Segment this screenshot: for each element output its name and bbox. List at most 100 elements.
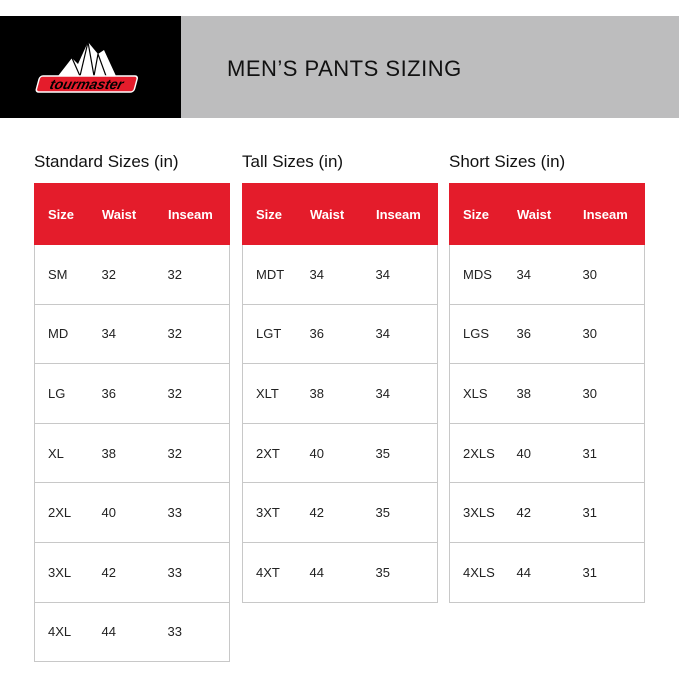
table-cell: 40 bbox=[309, 422, 376, 484]
table-cell: MDS bbox=[449, 244, 517, 305]
table-cell: XLS bbox=[449, 363, 517, 424]
table-cell: XL bbox=[34, 422, 102, 484]
header-row: Size Waist Inseam bbox=[242, 183, 438, 245]
column-header: Size bbox=[34, 183, 102, 245]
tall-sizes-section: Tall Sizes (in) Size Waist Inseam MDT 34 34 LG… bbox=[242, 150, 438, 603]
table-row: 3XL 42 33 bbox=[34, 541, 230, 603]
standard-sizes-table: Size Waist Inseam SM 32 32 MD 34 32 LG 36 32 XL 38 32 2… bbox=[34, 183, 230, 663]
table-cell: 3XL bbox=[34, 541, 102, 603]
column-header: Size bbox=[242, 183, 310, 245]
table-row: 2XT 40 35 bbox=[242, 422, 438, 484]
table-cell: SM bbox=[34, 244, 102, 305]
table-cell: 4XL bbox=[34, 601, 102, 663]
table-cell: 36 bbox=[309, 303, 376, 365]
table-cell: 3XLS bbox=[449, 482, 517, 543]
table-cell: 30 bbox=[582, 244, 645, 305]
column-header: Waist bbox=[309, 183, 376, 245]
table-cell: 34 bbox=[516, 244, 583, 305]
table-cell: 34 bbox=[375, 244, 438, 305]
header-banner: tourmaster MEN’S PANTS SIZING bbox=[0, 16, 679, 118]
table-cell: LG bbox=[34, 363, 102, 424]
page-title: MEN’S PANTS SIZING bbox=[227, 56, 462, 81]
table-cell: 35 bbox=[375, 482, 438, 543]
table-cell: LGT bbox=[242, 303, 310, 365]
tall-sizes-table: Size Waist Inseam MDT 34 34 LGT 36 34 XLT 38 34 2XT 4… bbox=[242, 183, 438, 603]
table-cell: 36 bbox=[101, 363, 168, 424]
table-cell: 2XT bbox=[242, 422, 310, 484]
column-header: Inseam bbox=[582, 183, 645, 245]
table-cell: 32 bbox=[167, 244, 230, 305]
title-area: MEN’S PANTS SIZING bbox=[181, 16, 679, 118]
table-row: 3XLS 42 31 bbox=[449, 482, 645, 543]
table-row: 2XLS 40 31 bbox=[449, 422, 645, 484]
table-cell: 2XL bbox=[34, 482, 102, 543]
table-cell: 33 bbox=[167, 541, 230, 603]
table-row: 4XT 44 35 bbox=[242, 541, 438, 603]
table-cell: 42 bbox=[309, 482, 376, 543]
table-row: LGT 36 34 bbox=[242, 303, 438, 365]
table-cell: 3XT bbox=[242, 482, 310, 543]
table-cell: 4XT bbox=[242, 541, 310, 603]
column-header: Size bbox=[449, 183, 517, 245]
header-row: Size Waist Inseam bbox=[449, 183, 645, 245]
table-cell: 35 bbox=[375, 422, 438, 484]
short-sizes-section: Short Sizes (in) Size Waist Inseam MDS 34 30 L… bbox=[449, 150, 645, 603]
table-cell: 34 bbox=[101, 303, 168, 365]
table-cell: MD bbox=[34, 303, 102, 365]
table-cell: LGS bbox=[449, 303, 517, 365]
column-header: Inseam bbox=[375, 183, 438, 245]
table-cell: 33 bbox=[167, 482, 230, 543]
table-row: XLS 38 30 bbox=[449, 363, 645, 424]
table-cell: 38 bbox=[309, 363, 376, 424]
section-title: Tall Sizes (in) bbox=[242, 152, 344, 171]
table-cell: 34 bbox=[375, 363, 438, 424]
table-cell: 40 bbox=[516, 422, 583, 484]
table-cell: 35 bbox=[375, 541, 438, 603]
mountain-logo-icon: tourmaster bbox=[35, 41, 139, 93]
table-row: XLT 38 34 bbox=[242, 363, 438, 424]
table-cell: 44 bbox=[309, 541, 376, 603]
table-cell: 31 bbox=[582, 482, 645, 543]
short-sizes-table: Size Waist Inseam MDS 34 30 LGS 36 30 XLS 38 30 2XLS… bbox=[449, 183, 645, 603]
table-row: SM 32 32 bbox=[34, 244, 230, 305]
table-row: 3XT 42 35 bbox=[242, 482, 438, 543]
table-cell: 32 bbox=[167, 422, 230, 484]
section-title: Standard Sizes (in) bbox=[34, 152, 179, 171]
table-cell: 33 bbox=[167, 601, 230, 663]
column-header: Inseam bbox=[167, 183, 230, 245]
table-cell: 42 bbox=[516, 482, 583, 543]
table-cell: 30 bbox=[582, 363, 645, 424]
standard-sizes-section: Standard Sizes (in) Size Waist Inseam SM 32 3… bbox=[34, 150, 230, 663]
column-header: Waist bbox=[516, 183, 583, 245]
table-cell: 34 bbox=[375, 303, 438, 365]
table-cell: 36 bbox=[516, 303, 583, 365]
section-title: Short Sizes (in) bbox=[449, 152, 566, 171]
table-cell: 34 bbox=[309, 244, 376, 305]
table-cell: 44 bbox=[101, 601, 168, 663]
table-cell: 40 bbox=[101, 482, 168, 543]
table-row: LG 36 32 bbox=[34, 363, 230, 424]
table-cell: 4XLS bbox=[449, 541, 517, 603]
svg-text:tourmaster: tourmaster bbox=[48, 77, 127, 93]
table-cell: 38 bbox=[101, 422, 168, 484]
table-cell: 2XLS bbox=[449, 422, 517, 484]
table-cell: 44 bbox=[516, 541, 583, 603]
table-row: MDS 34 30 bbox=[449, 244, 645, 305]
table-cell: MDT bbox=[242, 244, 310, 305]
column-header: Waist bbox=[101, 183, 168, 245]
brand-logo: tourmaster bbox=[0, 16, 181, 118]
table-cell: 31 bbox=[582, 541, 645, 603]
table-row: 2XL 40 33 bbox=[34, 482, 230, 543]
table-cell: XLT bbox=[242, 363, 310, 424]
table-row: 4XLS 44 31 bbox=[449, 541, 645, 603]
header-row: Size Waist Inseam bbox=[34, 183, 230, 245]
table-cell: 38 bbox=[516, 363, 583, 424]
table-cell: 42 bbox=[101, 541, 168, 603]
table-row: MD 34 32 bbox=[34, 303, 230, 365]
table-row: XL 38 32 bbox=[34, 422, 230, 484]
table-row: LGS 36 30 bbox=[449, 303, 645, 365]
table-cell: 30 bbox=[582, 303, 645, 365]
table-cell: 31 bbox=[582, 422, 645, 484]
table-cell: 32 bbox=[167, 363, 230, 424]
table-row: MDT 34 34 bbox=[242, 244, 438, 305]
